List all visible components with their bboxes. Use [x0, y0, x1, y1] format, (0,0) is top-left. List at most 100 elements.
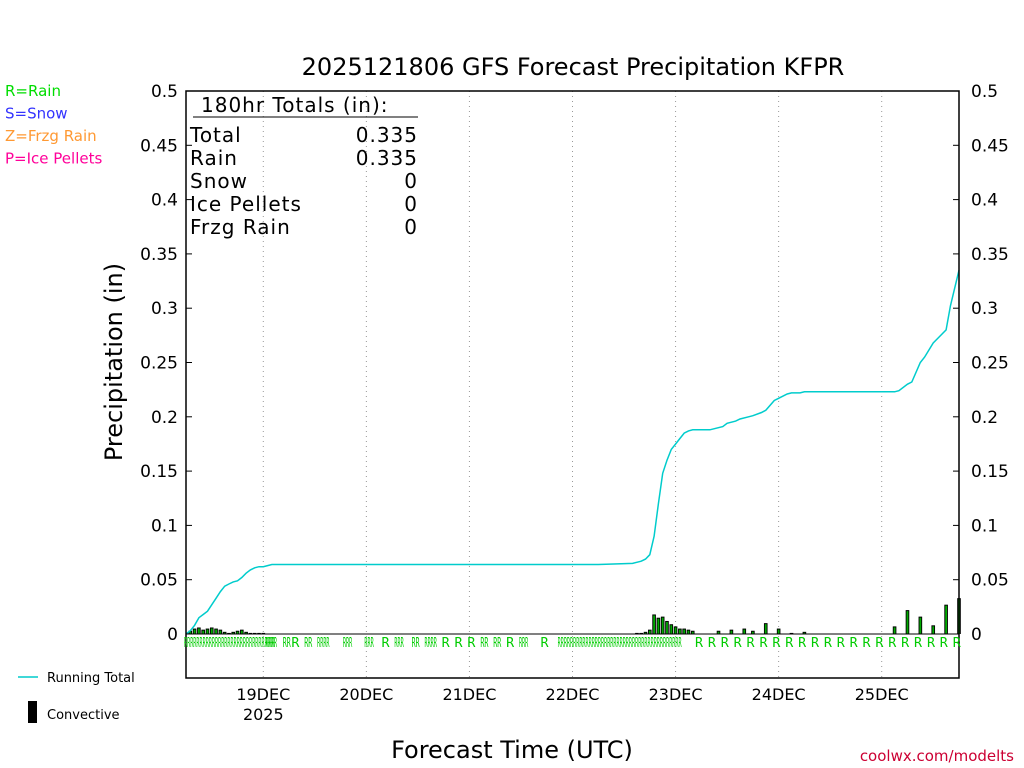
convective-bar — [227, 632, 231, 634]
precip-bar — [202, 630, 205, 634]
credit-text: coolwx.com/modelts — [860, 747, 1014, 765]
type-legend-entry: R=Rain — [5, 82, 61, 100]
precip-bar — [236, 631, 239, 634]
precip-bar — [919, 617, 922, 634]
ptype-mark: RR — [304, 636, 312, 651]
convective-legend-label: Convective — [47, 708, 120, 723]
y-tick-label: 0.35 — [140, 245, 178, 265]
ptype-mark: R — [734, 636, 742, 651]
running-total-polyline — [185, 270, 960, 635]
type-legend-entry: S=Snow — [5, 105, 68, 123]
ptype-mark: R — [467, 636, 475, 651]
ptype-mark: RR — [493, 636, 501, 651]
precip-bar — [245, 632, 248, 634]
totals-row-label: Ice Pellets — [190, 192, 302, 216]
chart-title: 2025121806 GFS Forecast Precipitation KF… — [302, 53, 845, 81]
precip-bar — [644, 632, 647, 634]
y-tick-label-right: 0.35 — [971, 245, 1009, 265]
precip-bar — [240, 630, 243, 634]
convective-bar — [635, 632, 639, 634]
precip-bar — [932, 626, 935, 634]
ptype-mark: R — [382, 636, 390, 651]
precip-bar — [893, 627, 896, 634]
x-tick-label: 24DEC — [752, 685, 806, 704]
y-tick-label: 0.3 — [151, 299, 178, 319]
ptype-mark: R — [953, 636, 961, 651]
ptype-mark: R — [901, 636, 909, 651]
precip-bar — [193, 629, 196, 634]
totals-row-label: Frzg Rain — [190, 215, 291, 239]
ptype-row: RRRRRRRRRRRRRRRRRRRRRRRRRRRRRRRRR RR R RR RR… — [184, 636, 961, 651]
y-tick-label: 0 — [167, 625, 178, 645]
ptype-mark: R — [721, 636, 729, 651]
convective-bar — [261, 632, 266, 634]
ptype-mark: R — [798, 636, 806, 651]
convective-bar — [257, 632, 261, 634]
ptype-mark: R — [811, 636, 819, 651]
convective-bar — [252, 632, 257, 634]
precip-bar — [674, 627, 677, 634]
ptype-mark: RRR — [364, 636, 373, 651]
precip-bar — [945, 605, 948, 634]
ptype-mark: R — [708, 636, 716, 651]
x-tick-label: 20DEC — [339, 685, 393, 704]
precip-bar — [232, 632, 235, 634]
plot-frame — [185, 90, 960, 679]
ptype-mark: R — [850, 636, 858, 651]
precip-bar — [670, 625, 673, 634]
precip-bar — [717, 631, 720, 634]
ptype-mark: R — [540, 636, 548, 651]
y-axis-label: Precipitation (in) — [100, 263, 128, 461]
totals-row-value: 0 — [404, 215, 418, 239]
precip-bar — [657, 618, 660, 634]
y-tick-label: 0.05 — [140, 571, 178, 591]
precip-bar — [906, 611, 909, 634]
y-tick-label-right: 0.15 — [971, 462, 1009, 482]
precip-bar — [666, 621, 668, 634]
ptype-mark: R — [291, 636, 299, 651]
totals-header: 180hr Totals (in): — [201, 93, 389, 117]
totals-row-value: 0 — [404, 192, 418, 216]
ptype-mark: R — [927, 636, 935, 651]
precip-bar — [691, 631, 694, 634]
ptype-mark: R — [695, 636, 703, 651]
precip-bar — [653, 615, 655, 634]
x-tick-label: 22DEC — [546, 685, 600, 704]
type-legend-entry: Z=Frzg Rain — [5, 127, 97, 145]
ptype-mark: R — [837, 636, 845, 651]
precip-bar — [683, 629, 686, 634]
x-tick-label: 19DEC — [236, 685, 290, 704]
precip-bar — [210, 628, 213, 634]
y-tick-label: 0.5 — [151, 82, 178, 102]
y-tick-label: 0.25 — [140, 354, 178, 374]
x-axis-label: Forecast Time (UTC) — [391, 736, 633, 764]
ptype-mark: R — [785, 636, 793, 651]
ptype-mark: RRR — [343, 636, 352, 651]
ptype-mark: RRRR — [424, 636, 436, 651]
ptype-mark: R — [759, 636, 767, 651]
precip-bar — [803, 632, 806, 634]
ptype-mark: R — [940, 636, 948, 651]
y-tick-label-right: 0.05 — [971, 571, 1009, 591]
series-legend: Running Total Convective — [18, 671, 135, 723]
ptype-mark: RRR — [519, 636, 528, 651]
ptype-mark: RR — [480, 636, 488, 651]
x-tick-sublabel: 2025 — [243, 705, 284, 724]
totals-row-label: Snow — [190, 169, 248, 193]
y-tick-label-right: 0.25 — [971, 354, 1009, 374]
ptype-mark: R — [442, 636, 450, 651]
ptype-mark: RR — [283, 636, 291, 651]
precip-bar — [661, 617, 664, 634]
convective-legend-swatch — [28, 701, 37, 723]
type-legend: R=Rain S=Snow Z=Frzg Rain P=Ice Pellets — [5, 82, 102, 168]
y-tick-label-right: 0.5 — [971, 82, 998, 102]
y-tick-label-right: 0.3 — [971, 299, 998, 319]
ptype-mark: R — [455, 636, 463, 651]
y-ticks: 0 00.05 0.050.1 0.10.15 0.150.2 0.20.25 0.250.… — [140, 82, 1009, 645]
ptype-mark: RRRR — [317, 636, 329, 651]
ptype-mark: RRR — [394, 636, 403, 651]
convective-bar — [789, 632, 794, 634]
totals-row-label: Rain — [190, 146, 238, 170]
precip-bar — [223, 632, 226, 634]
